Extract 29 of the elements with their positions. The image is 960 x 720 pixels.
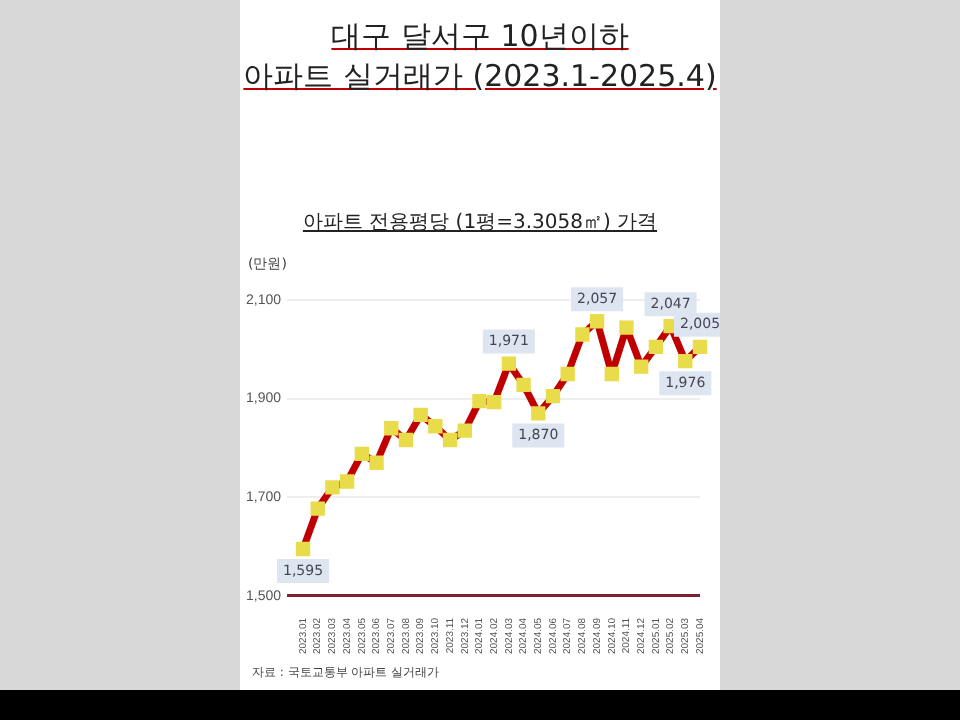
point: [413, 407, 428, 423]
point: [486, 394, 502, 410]
chart-subtitle: 아파트 전용평당 (1평=3.3058㎡) 가격: [300, 210, 660, 236]
point: [295, 541, 311, 557]
point: [604, 366, 619, 382]
point: [501, 356, 517, 371]
point: [531, 406, 546, 421]
chart-title: 대구 달서구 10년이하 아파트 실거래가 (2023.1-2025.4): [241, 16, 719, 96]
point: [516, 377, 531, 392]
point: [339, 474, 355, 489]
point: [398, 432, 414, 448]
point: [678, 353, 693, 369]
point: [589, 314, 605, 329]
point: [472, 393, 487, 409]
point: [634, 359, 649, 374]
point: [648, 339, 664, 355]
point: [384, 421, 399, 436]
point: [369, 455, 384, 470]
point: [560, 366, 575, 382]
point: [545, 388, 561, 404]
point: [428, 419, 443, 434]
point: [325, 480, 340, 495]
point: [354, 446, 370, 462]
point: [457, 423, 472, 438]
point: [442, 432, 458, 448]
point: [619, 320, 634, 335]
point: [310, 501, 325, 516]
point: [575, 327, 590, 342]
point: [692, 339, 708, 355]
